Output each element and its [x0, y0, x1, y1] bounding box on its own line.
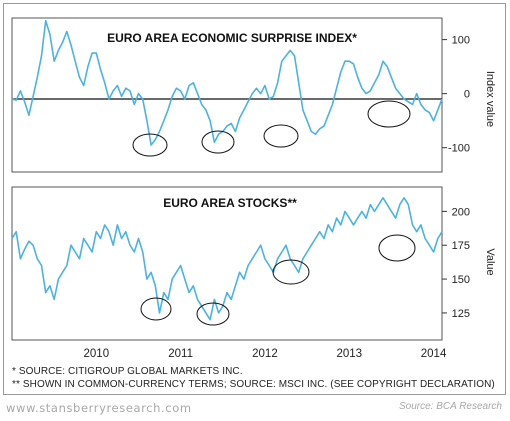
stocks-series-line — [11, 197, 443, 321]
stocks-y-tick-label: 125 — [452, 308, 470, 320]
x-tick-label: 2014 — [421, 348, 447, 360]
surprise-panel — [11, 17, 443, 173]
surprise-y-axis-label: Index value — [484, 71, 496, 127]
stocks-y-tick-label: 200 — [452, 206, 470, 218]
stocks-y-axis-label: Value — [484, 248, 496, 275]
stocks-panel — [11, 186, 443, 341]
highlight-circle — [263, 124, 299, 148]
highlight-circle — [132, 133, 168, 157]
stocks-title: EURO AREA STOCKS** — [163, 196, 297, 210]
highlight-circle — [140, 297, 172, 321]
highlight-circle — [196, 302, 230, 326]
surprise-highlight-circles — [132, 100, 411, 157]
highlight-circle — [201, 130, 235, 154]
stocks-y-tick-label: 150 — [452, 274, 470, 286]
x-tick-label: 2012 — [252, 348, 278, 360]
x-tick-label: 2013 — [336, 348, 362, 360]
surprise-y-tick-label: -100 — [448, 143, 470, 155]
surprise-title: EURO AREA ECONOMIC SURPRISE INDEX* — [107, 31, 357, 45]
highlight-circle — [367, 100, 411, 128]
stocks-highlight-circles — [140, 234, 416, 326]
surprise-series-line — [11, 19, 443, 146]
site-url: www.stansberryresearch.com — [6, 401, 192, 415]
x-tick-label: 2011 — [168, 348, 193, 360]
source-note-stocks: ** SHOWN IN COMMON-CURRENCY TERMS; SOURC… — [12, 379, 495, 390]
x-tick-label: 2010 — [84, 348, 110, 360]
surprise-y-tick-label: 0 — [464, 89, 470, 101]
highlight-circle — [378, 234, 416, 262]
stocks-y-tick-label: 175 — [452, 240, 470, 252]
source-note-surprise: * SOURCE: CITIGROUP GLOBAL MARKETS INC. — [12, 366, 243, 377]
surprise-y-tick-label: 100 — [452, 35, 470, 47]
highlight-circle — [272, 259, 310, 285]
footer-source: Source: BCA Research — [398, 401, 502, 412]
